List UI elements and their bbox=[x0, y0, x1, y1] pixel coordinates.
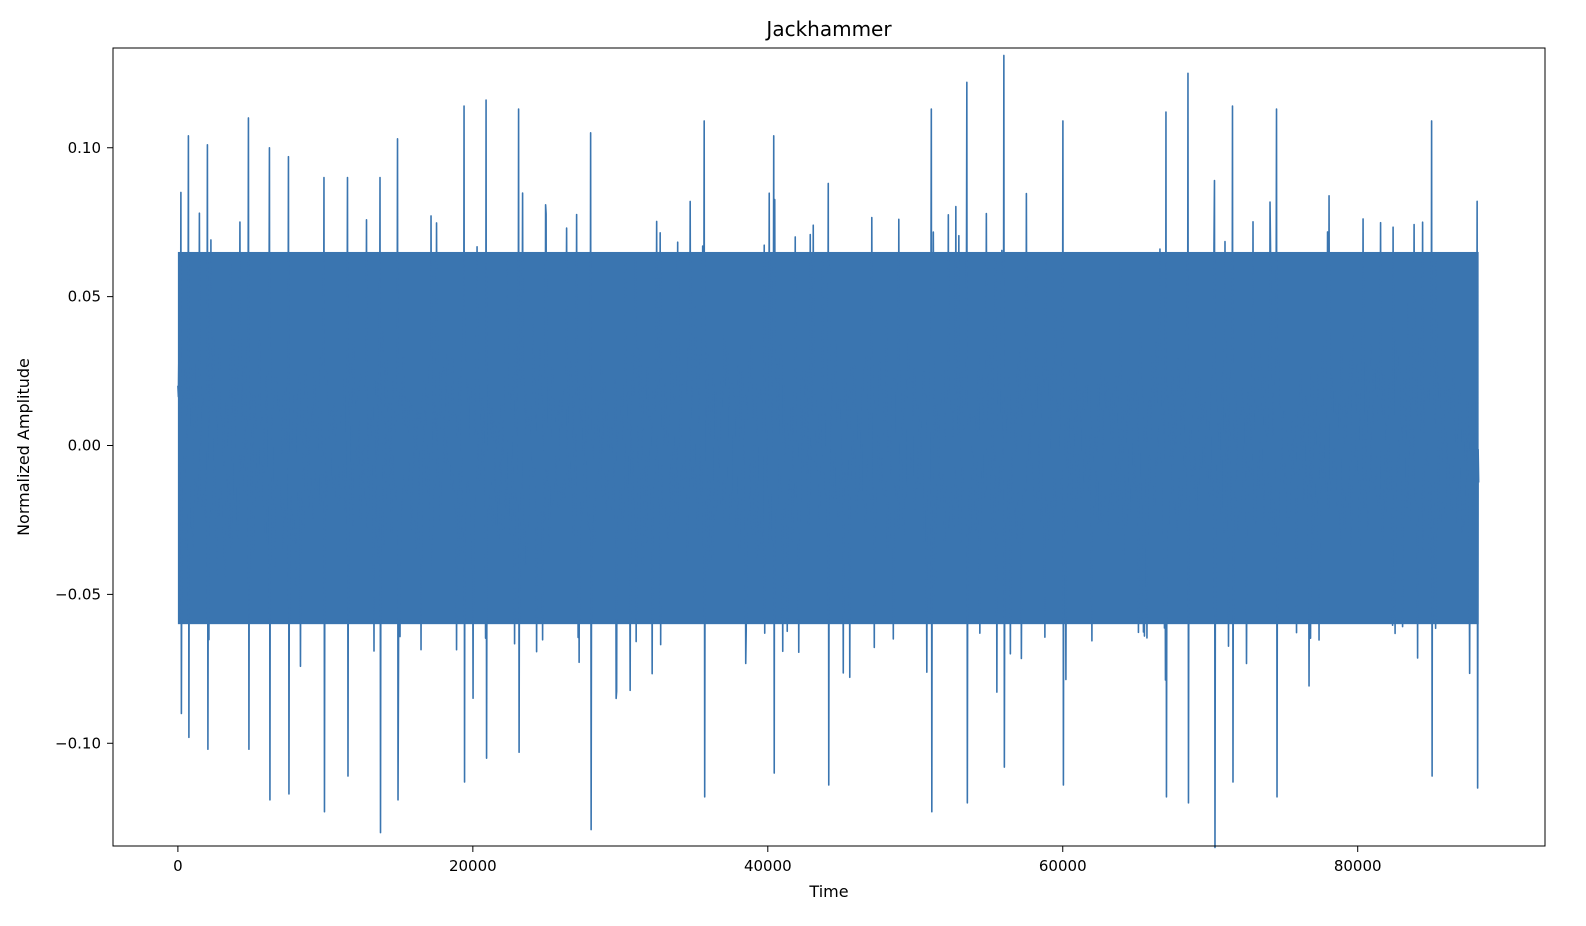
chart-title: Jackhammer bbox=[764, 17, 892, 41]
y-tick-label: −0.10 bbox=[55, 734, 101, 752]
y-tick-label: 0.10 bbox=[68, 139, 101, 157]
y-tick-label: −0.05 bbox=[55, 585, 101, 603]
y-axis: −0.10 −0.05 0.00 0.05 0.10 bbox=[55, 139, 113, 752]
x-tick-label: 20000 bbox=[449, 857, 497, 875]
x-tick-label: 80000 bbox=[1334, 857, 1382, 875]
x-tick-label: 40000 bbox=[744, 857, 792, 875]
waveform-line bbox=[177, 54, 1480, 849]
x-axis: 0 20000 40000 60000 80000 bbox=[173, 846, 1382, 875]
x-axis-label: Time bbox=[808, 882, 848, 901]
x-tick-label: 0 bbox=[173, 857, 183, 875]
y-axis-label: Normalized Amplitude bbox=[14, 358, 33, 536]
y-tick-label: 0.05 bbox=[68, 288, 101, 306]
axes-frame bbox=[112, 47, 1546, 847]
waveform-series bbox=[177, 54, 1480, 849]
plot-area bbox=[177, 54, 1480, 849]
y-tick-label: 0.00 bbox=[68, 437, 101, 455]
x-tick-label: 60000 bbox=[1039, 857, 1087, 875]
